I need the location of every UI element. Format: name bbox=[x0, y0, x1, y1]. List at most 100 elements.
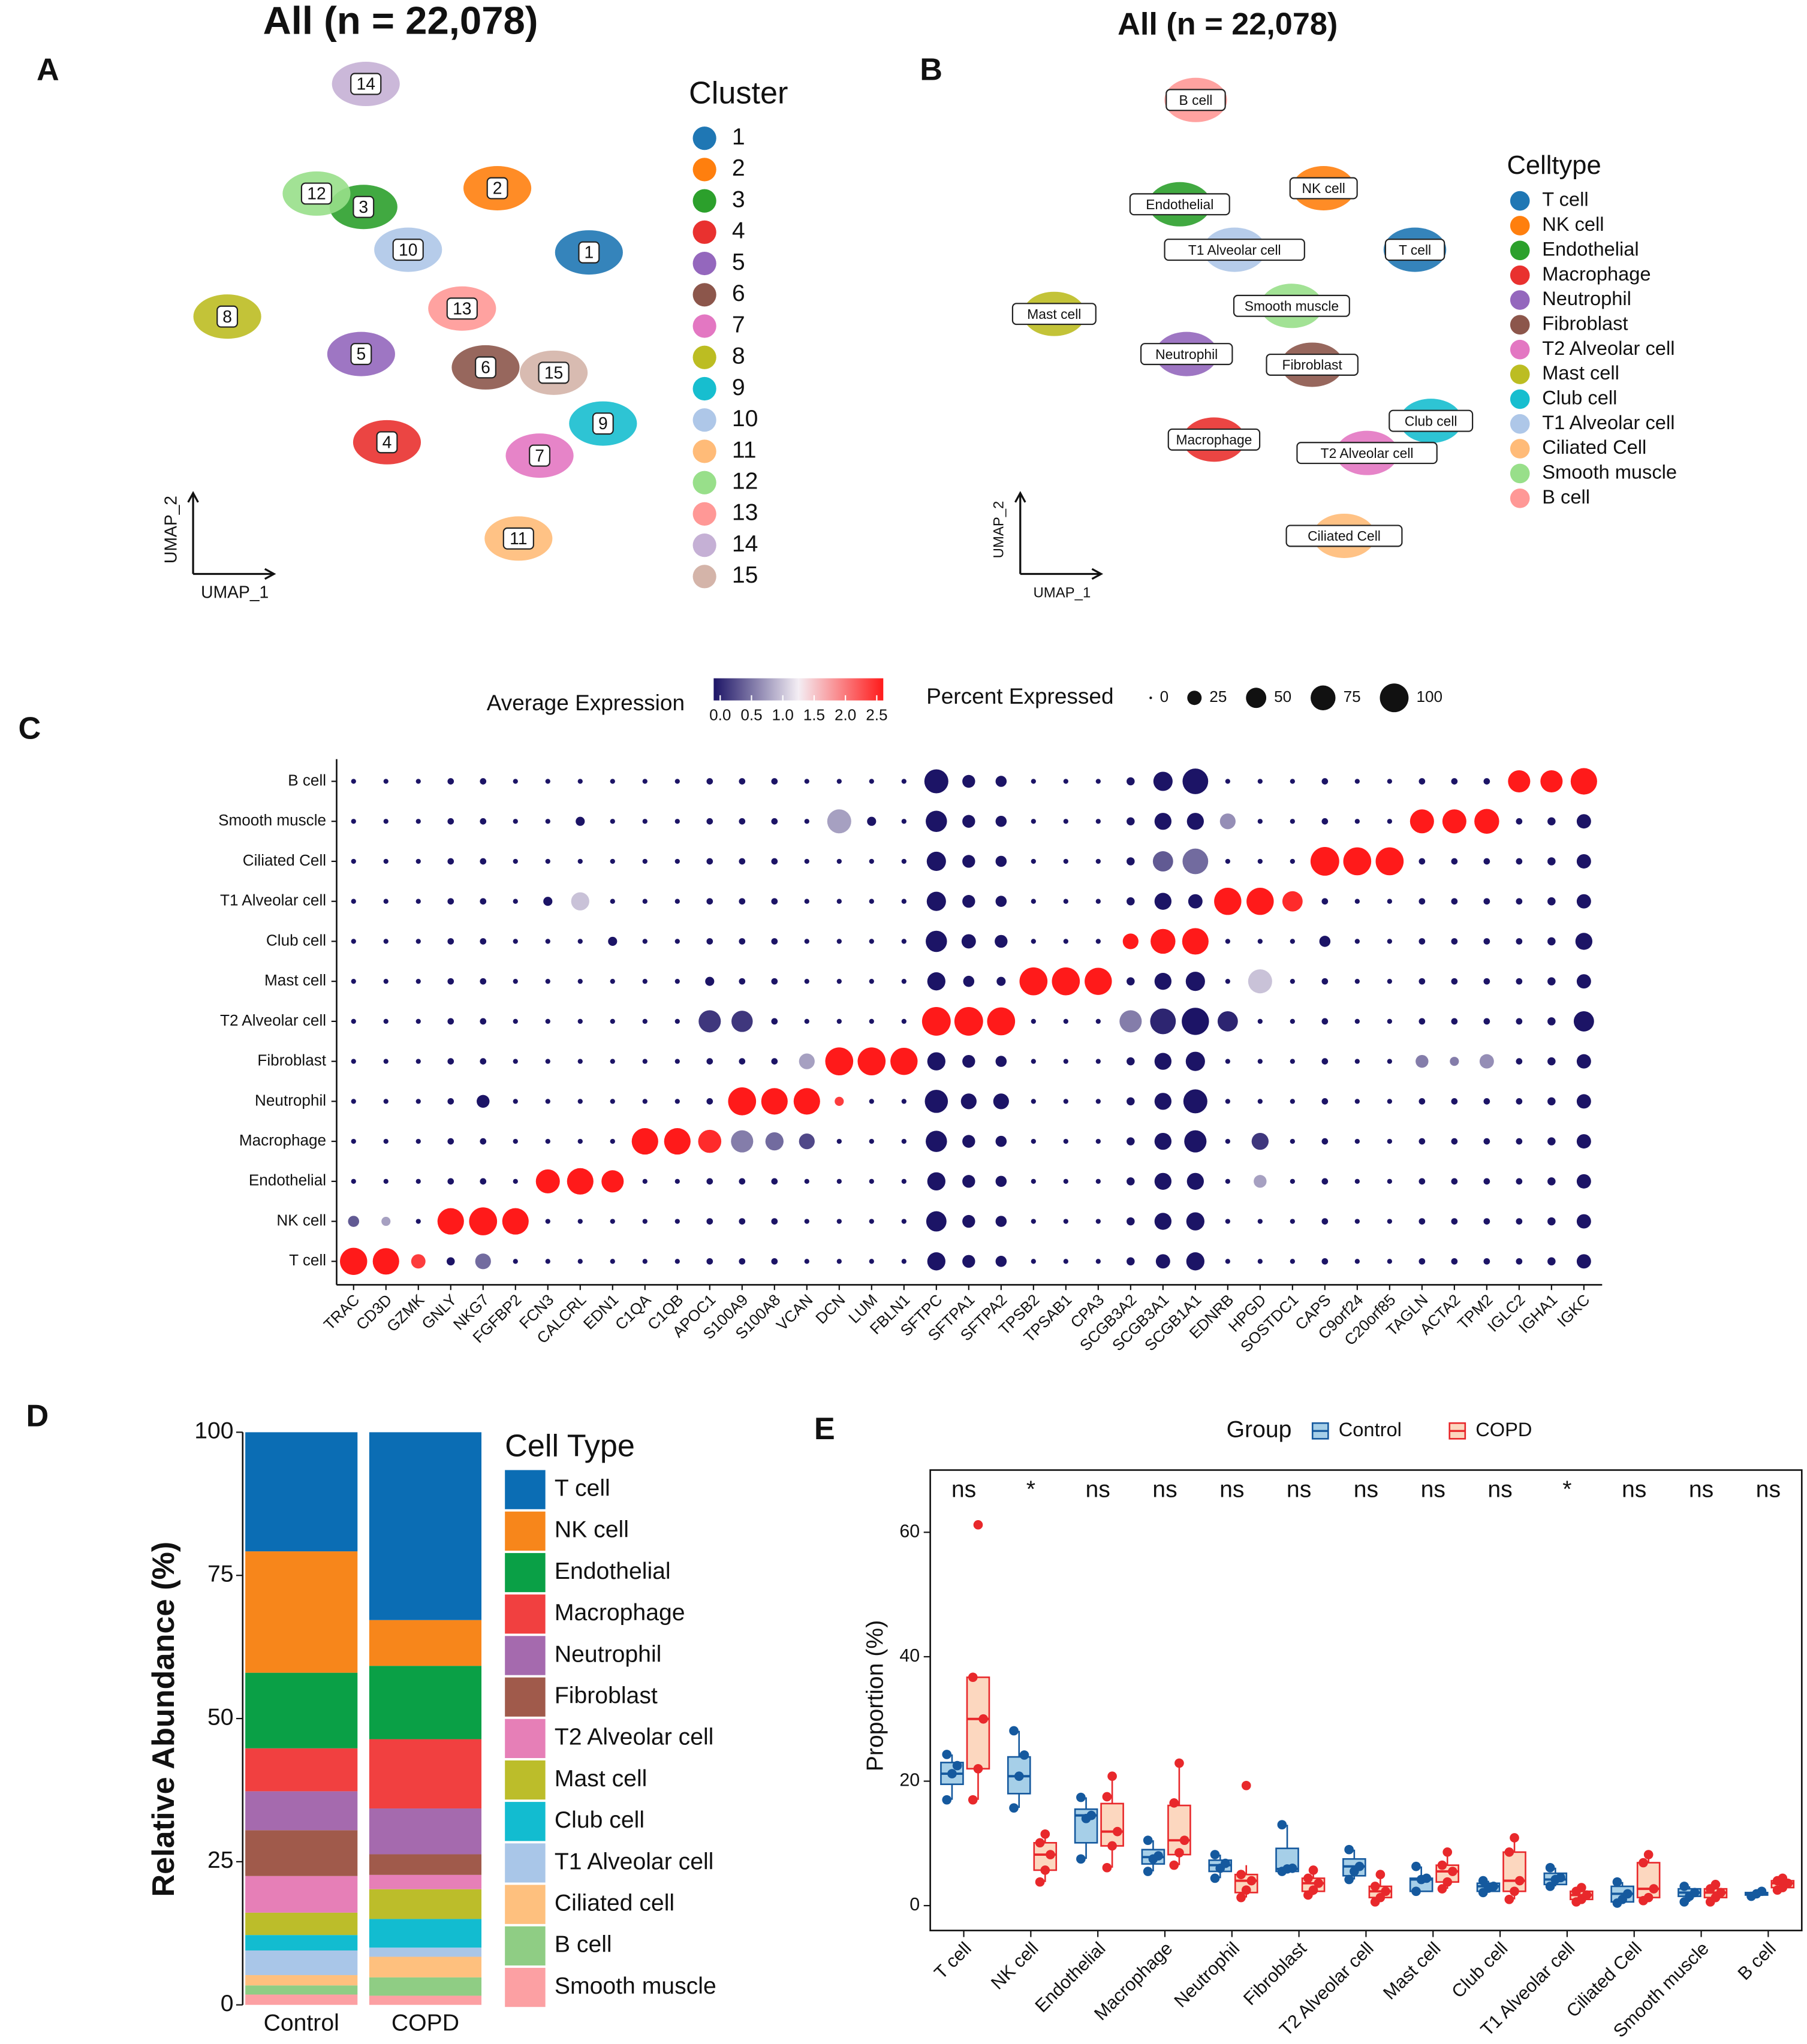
x-tick-label: T cell bbox=[930, 1938, 975, 1983]
bar-segment bbox=[245, 1950, 358, 1976]
bar-segment bbox=[245, 1985, 358, 1995]
dot bbox=[351, 979, 356, 984]
point bbox=[973, 1763, 983, 1774]
dot bbox=[1095, 939, 1101, 944]
dot bbox=[706, 1258, 713, 1265]
annotation: ns bbox=[1354, 1477, 1378, 1503]
dot bbox=[836, 1178, 842, 1184]
dot bbox=[383, 779, 388, 784]
annotation: ns bbox=[1421, 1477, 1445, 1503]
point bbox=[1545, 1882, 1555, 1891]
dot bbox=[642, 1178, 647, 1184]
legend-label: 8 bbox=[732, 343, 745, 369]
box bbox=[966, 1676, 990, 1770]
dot bbox=[706, 1218, 713, 1225]
legend-swatch bbox=[692, 220, 716, 244]
dot bbox=[1547, 1097, 1556, 1106]
dot bbox=[1474, 809, 1499, 834]
dot bbox=[739, 1058, 746, 1065]
point bbox=[1448, 1867, 1457, 1876]
cluster-label: B cell bbox=[1179, 92, 1213, 108]
y-tick-label: T1 Alveolar cell bbox=[220, 891, 326, 909]
cluster-label-box bbox=[1233, 294, 1350, 317]
bar-segment bbox=[369, 1739, 482, 1809]
dot bbox=[415, 1018, 421, 1024]
dot bbox=[739, 1178, 746, 1185]
legend-swatch bbox=[692, 126, 716, 150]
dot bbox=[1122, 933, 1139, 949]
dot bbox=[1576, 854, 1591, 869]
cluster-label: 5 bbox=[357, 344, 366, 363]
dot bbox=[642, 1259, 647, 1264]
point bbox=[1545, 1862, 1555, 1873]
size-key bbox=[1311, 685, 1336, 710]
dot bbox=[1185, 972, 1205, 991]
dot bbox=[437, 1208, 464, 1235]
dot bbox=[1419, 898, 1426, 905]
cluster-label: NK cell bbox=[1302, 180, 1345, 196]
legend-swatch bbox=[1510, 265, 1530, 285]
size-key bbox=[1246, 688, 1267, 709]
cluster-label: Neutrophil bbox=[1155, 346, 1218, 362]
dot bbox=[1540, 770, 1563, 793]
box bbox=[1167, 1804, 1191, 1856]
legend-label: Control bbox=[1339, 1418, 1402, 1440]
dot bbox=[674, 899, 680, 904]
size-key bbox=[1187, 691, 1202, 706]
dot bbox=[415, 779, 421, 784]
dot bbox=[962, 855, 975, 868]
dot bbox=[1547, 937, 1556, 946]
dot bbox=[480, 818, 487, 825]
point bbox=[968, 1672, 978, 1683]
dot bbox=[674, 819, 680, 824]
dot bbox=[1387, 1259, 1392, 1264]
legend-label: 4 bbox=[732, 218, 745, 244]
dot bbox=[706, 1098, 713, 1105]
dot bbox=[1290, 819, 1295, 824]
x-tick-label: B cell bbox=[1734, 1938, 1780, 1984]
dot bbox=[1387, 1018, 1392, 1024]
dot bbox=[1182, 928, 1209, 955]
dot bbox=[411, 1254, 426, 1269]
dot bbox=[1031, 1259, 1036, 1264]
dot bbox=[1290, 1178, 1295, 1184]
cluster-label-box bbox=[216, 305, 239, 328]
dot bbox=[447, 1138, 454, 1145]
cluster-label-box bbox=[502, 527, 534, 550]
dot bbox=[962, 1214, 975, 1228]
dot bbox=[674, 1178, 680, 1184]
dot bbox=[642, 1059, 647, 1064]
dot bbox=[1319, 936, 1331, 947]
point bbox=[1040, 1829, 1050, 1839]
point bbox=[968, 1795, 978, 1805]
dot bbox=[446, 1257, 455, 1266]
dot bbox=[1186, 1172, 1204, 1190]
dot bbox=[1063, 939, 1068, 944]
dot bbox=[1419, 1258, 1426, 1265]
dot bbox=[1063, 1138, 1068, 1144]
dot bbox=[1183, 1089, 1207, 1114]
dot bbox=[383, 1099, 388, 1104]
legend-title: Percent Expressed bbox=[926, 684, 1113, 709]
dot bbox=[1290, 1059, 1295, 1064]
legend-swatch bbox=[505, 1470, 546, 1509]
dot bbox=[1251, 1132, 1269, 1150]
dot bbox=[869, 1219, 874, 1224]
legend-swatch bbox=[505, 1843, 546, 1883]
dot bbox=[869, 779, 874, 784]
annotation: ns bbox=[1152, 1477, 1177, 1503]
dot bbox=[610, 819, 615, 824]
dot bbox=[1419, 1178, 1426, 1185]
dot bbox=[1257, 858, 1263, 864]
point bbox=[1643, 1850, 1654, 1859]
dot bbox=[739, 978, 746, 985]
y-tick-label: 0 bbox=[909, 1894, 920, 1915]
dot bbox=[475, 1253, 491, 1270]
dot bbox=[1151, 928, 1176, 954]
dot bbox=[962, 895, 975, 908]
axis-label: UMAP_1 bbox=[201, 583, 269, 602]
legend-swatch bbox=[1510, 191, 1530, 211]
dot bbox=[1225, 1059, 1230, 1064]
legend-swatch bbox=[692, 439, 716, 463]
dot bbox=[827, 809, 851, 834]
